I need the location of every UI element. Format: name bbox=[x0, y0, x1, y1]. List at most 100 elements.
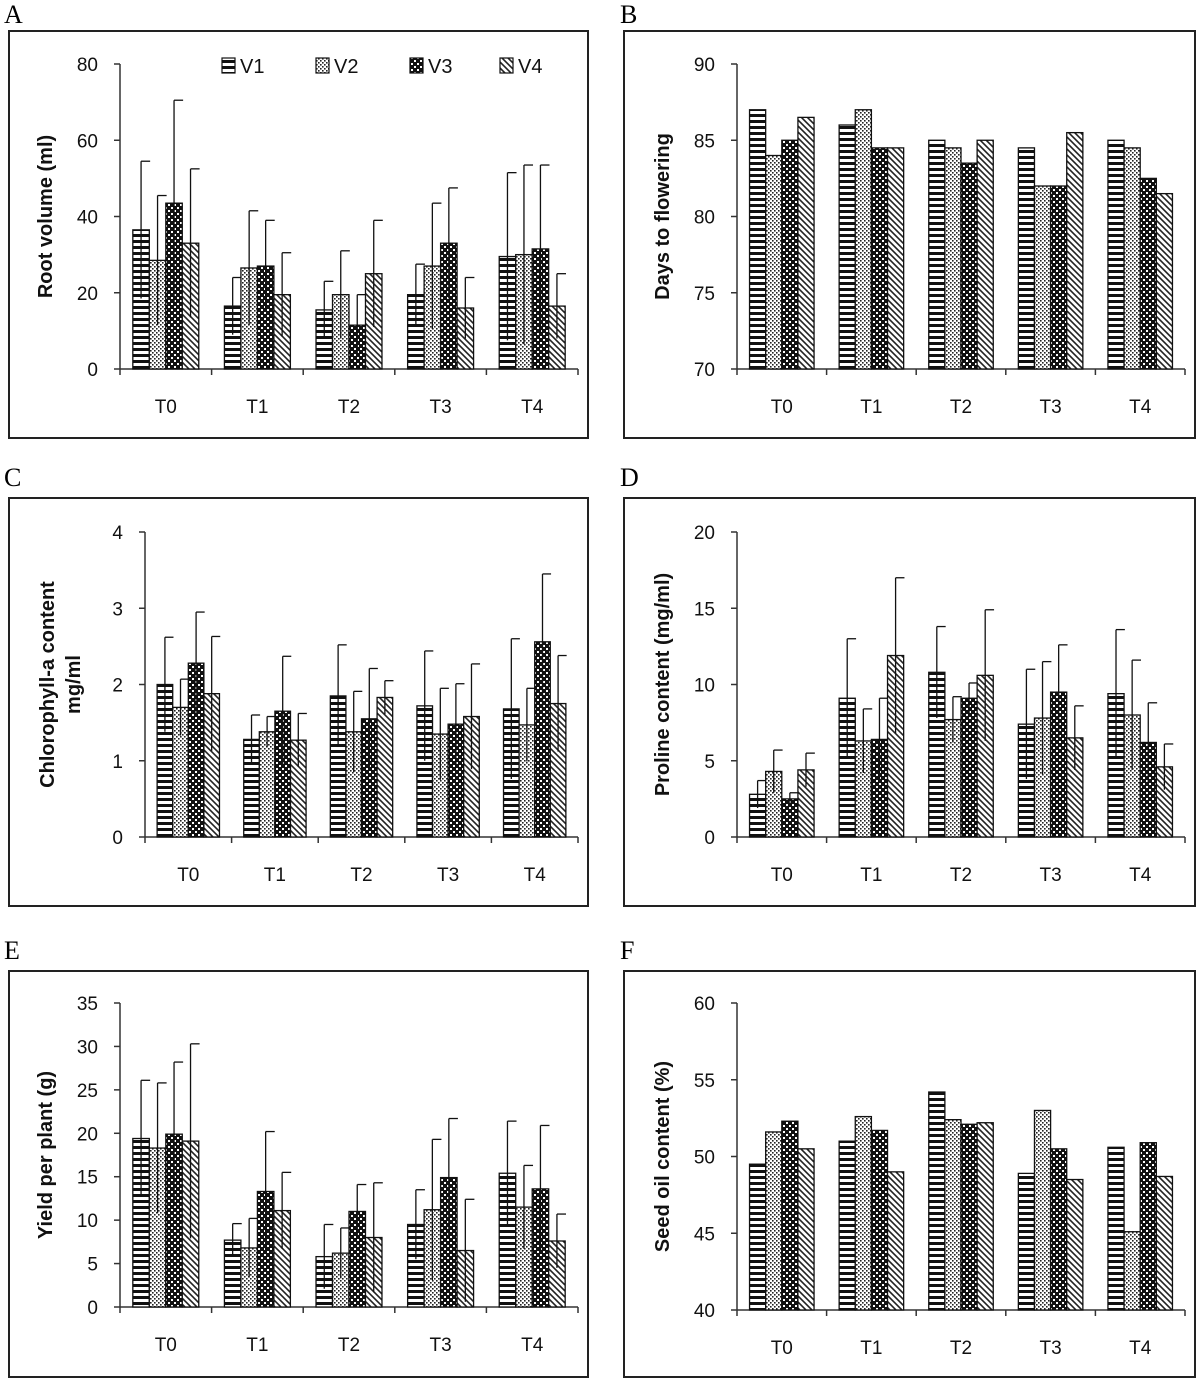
y-axis-label: Proline content (mg/ml) bbox=[652, 573, 674, 796]
y-tick-label: 20 bbox=[694, 523, 715, 544]
y-tick-label: 55 bbox=[694, 1071, 715, 1092]
y-tick-label: 3 bbox=[112, 599, 123, 620]
x-tick-label-t4: T4 bbox=[524, 865, 547, 886]
y-tick-label: 20 bbox=[77, 1124, 98, 1145]
panel-b-frame bbox=[623, 30, 1196, 439]
x-tick-label-t3: T3 bbox=[430, 397, 452, 418]
x-tick-label-t2: T2 bbox=[950, 1338, 972, 1359]
legend-label-v4: V4 bbox=[518, 56, 542, 78]
y-axis-label-line: Root volume (ml) bbox=[35, 135, 57, 298]
x-tick-label-t0: T0 bbox=[771, 1338, 793, 1359]
bar-f-v1-t3 bbox=[1017, 1172, 1036, 1311]
x-tick-label-t1: T1 bbox=[860, 865, 882, 886]
x-tick-label-t3: T3 bbox=[437, 865, 459, 886]
y-tick-label: 20 bbox=[77, 284, 98, 305]
bar-b-v4-t0 bbox=[797, 116, 815, 370]
bar-f-v4-t0 bbox=[797, 1148, 815, 1311]
y-tick-label: 30 bbox=[77, 1037, 98, 1058]
bar-f-v3-t0 bbox=[781, 1120, 799, 1311]
y-axis-label: Yield per plant (g) bbox=[35, 1071, 57, 1239]
panel-c-frame bbox=[8, 497, 589, 907]
bar-f-v1-t4 bbox=[1107, 1146, 1125, 1311]
x-tick-label-t2: T2 bbox=[338, 1335, 360, 1356]
legend-label-v2: V2 bbox=[334, 56, 358, 78]
y-tick-label: 1 bbox=[112, 752, 123, 773]
x-tick-label-t1: T1 bbox=[860, 1338, 882, 1359]
bar-b-v4-t1 bbox=[886, 147, 905, 370]
x-tick-label-t4: T4 bbox=[1129, 397, 1152, 418]
panel-label-c: C bbox=[4, 463, 22, 492]
y-tick-label: 0 bbox=[87, 1298, 98, 1319]
bar-f-v4-t4 bbox=[1155, 1175, 1174, 1311]
bar-b-v4-t4 bbox=[1155, 192, 1174, 370]
bar-f-v3-t4 bbox=[1139, 1142, 1157, 1311]
x-tick-label-t4: T4 bbox=[1129, 865, 1152, 886]
legend-swatch-v3 bbox=[409, 57, 424, 74]
y-axis-label: Root volume (ml) bbox=[35, 135, 57, 298]
y-tick-label: 15 bbox=[77, 1168, 98, 1189]
legend-swatch-v2 bbox=[315, 57, 330, 74]
bar-f-v3-t3 bbox=[1049, 1148, 1068, 1311]
x-tick-label-t0: T0 bbox=[155, 1335, 177, 1356]
y-axis-label-line: Proline content (mg/ml) bbox=[652, 573, 674, 796]
y-tick-label: 60 bbox=[77, 131, 98, 152]
y-tick-label: 25 bbox=[77, 1081, 98, 1102]
bar-f-v1-t2 bbox=[928, 1091, 946, 1311]
y-tick-label: 75 bbox=[694, 284, 715, 305]
y-tick-label: 0 bbox=[112, 828, 123, 849]
legend-swatch-v1 bbox=[221, 57, 236, 74]
x-tick-label-t1: T1 bbox=[860, 397, 882, 418]
x-tick-label-t2: T2 bbox=[350, 865, 372, 886]
legend-label-v1: V1 bbox=[240, 56, 264, 78]
x-tick-label-t3: T3 bbox=[1040, 1338, 1062, 1359]
x-tick-label-t1: T1 bbox=[264, 865, 286, 886]
y-tick-label: 40 bbox=[77, 208, 98, 229]
y-axis-label: Seed oil content (%) bbox=[652, 1061, 674, 1252]
y-axis-label-line: Yield per plant (g) bbox=[35, 1071, 57, 1239]
y-tick-label: 35 bbox=[77, 994, 98, 1015]
y-axis-label-line: mg/ml bbox=[63, 655, 85, 714]
y-tick-label: 15 bbox=[694, 599, 715, 620]
x-tick-label-t2: T2 bbox=[338, 397, 360, 418]
legend-swatch-v4 bbox=[499, 57, 514, 74]
y-tick-label: 40 bbox=[694, 1301, 715, 1322]
bar-f-v4-t3 bbox=[1066, 1178, 1084, 1311]
bar-f-v2-t1 bbox=[854, 1115, 873, 1311]
y-axis-label-line: Days to flowering bbox=[652, 133, 674, 300]
bar-f-v1-t1 bbox=[838, 1140, 856, 1311]
y-tick-label: 10 bbox=[694, 676, 715, 697]
y-tick-label: 45 bbox=[694, 1224, 715, 1245]
panel-label-f: F bbox=[620, 936, 635, 965]
x-tick-label-t1: T1 bbox=[246, 1335, 268, 1356]
y-axis-label: Days to flowering bbox=[652, 133, 674, 300]
x-tick-label-t3: T3 bbox=[1040, 865, 1062, 886]
x-tick-label-t2: T2 bbox=[950, 865, 972, 886]
x-tick-label-t0: T0 bbox=[771, 397, 793, 418]
bar-f-v2-t4 bbox=[1123, 1231, 1141, 1311]
y-tick-label: 50 bbox=[694, 1148, 715, 1169]
x-tick-label-t3: T3 bbox=[430, 1335, 452, 1356]
bar-f-v1-t0 bbox=[748, 1163, 767, 1311]
x-tick-label-t4: T4 bbox=[521, 397, 544, 418]
y-tick-label: 0 bbox=[87, 360, 98, 381]
panel-e-frame bbox=[8, 970, 589, 1378]
panel-label-a: A bbox=[4, 0, 23, 29]
y-tick-label: 85 bbox=[694, 131, 715, 152]
y-tick-label: 90 bbox=[694, 55, 715, 76]
y-tick-label: 10 bbox=[77, 1211, 98, 1232]
panel-a-frame bbox=[8, 30, 589, 439]
bar-f-v3-t2 bbox=[960, 1123, 978, 1311]
y-axis-label: Chlorophyll-a content mg/ml bbox=[37, 581, 85, 788]
y-tick-label: 4 bbox=[112, 523, 123, 544]
y-tick-label: 60 bbox=[694, 994, 715, 1015]
y-axis-label-line: Chlorophyll-a content bbox=[37, 581, 59, 788]
bar-f-v2-t0 bbox=[765, 1131, 783, 1311]
y-tick-label: 5 bbox=[87, 1255, 98, 1276]
legend-label-v3: V3 bbox=[428, 56, 452, 78]
bar-b-v4-t3 bbox=[1066, 131, 1084, 370]
